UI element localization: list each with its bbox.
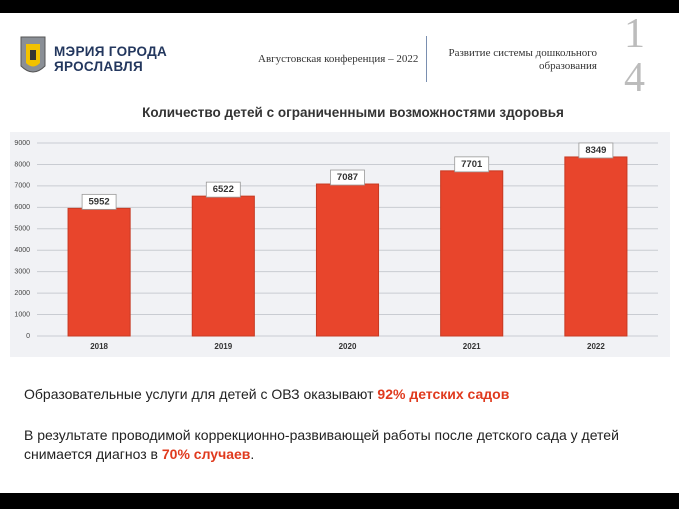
value-label: 7701 bbox=[461, 159, 483, 170]
bar bbox=[191, 195, 255, 337]
y-tick-label: 1000 bbox=[14, 311, 30, 318]
note-highlight: 70% случаев bbox=[161, 446, 251, 462]
y-tick-label: 9000 bbox=[14, 140, 30, 147]
y-tick-label: 0 bbox=[26, 333, 30, 340]
logo-emblem bbox=[20, 36, 46, 73]
bar bbox=[315, 183, 380, 337]
value-label-box bbox=[81, 193, 117, 210]
value-label-box bbox=[330, 169, 365, 186]
logo-line: МЭРИЯ ГОРОДА bbox=[54, 44, 168, 59]
y-tick-label: 6000 bbox=[14, 204, 30, 211]
value-label-box bbox=[205, 181, 241, 198]
y-tick-label: 8000 bbox=[14, 161, 30, 168]
logo-text: МЭРИЯ ГОРОДА ЯРОСЛАВЛЯ bbox=[54, 44, 167, 74]
chart: 0 1000 2000 3000 4000 5000 6000 7000 8000 9000 201… bbox=[10, 132, 670, 357]
y-tick-label: 4000 bbox=[14, 247, 30, 254]
note: В результате проводимой коррекционно-раз… bbox=[24, 426, 664, 464]
y-tick-label: 7000 bbox=[14, 183, 30, 190]
value-label: 7087 bbox=[337, 172, 358, 183]
y-tick-label: 2000 bbox=[14, 290, 30, 297]
x-tick-label: 2018 bbox=[90, 342, 108, 351]
bar bbox=[564, 156, 628, 337]
x-tick-label: 2020 bbox=[339, 342, 357, 351]
section: Развитие системы дошкольного образования bbox=[448, 47, 597, 72]
value-label-box bbox=[454, 156, 490, 173]
top-band bbox=[0, 0, 679, 13]
bottom-band bbox=[0, 493, 679, 509]
chart-title: Количество детей с ограниченными возможн… bbox=[142, 105, 564, 120]
x-tick-label: 2022 bbox=[587, 342, 605, 351]
y-tick-label: 5000 bbox=[14, 226, 30, 233]
divider bbox=[426, 36, 427, 82]
logo-line: ЯРОСЛАВЛЯ bbox=[54, 59, 143, 74]
value-label: 8349 bbox=[585, 145, 606, 156]
note: Образовательные услуги для детей с ОВЗ о… bbox=[24, 385, 664, 404]
note-text: . bbox=[250, 446, 255, 462]
x-tick-label: 2019 bbox=[214, 342, 232, 351]
conference: Августовская конференция – 2022 bbox=[258, 53, 419, 65]
bar bbox=[67, 207, 131, 337]
note-text: В результате проводимой коррекционно-раз… bbox=[24, 427, 619, 462]
value-label-box bbox=[578, 142, 614, 159]
x-tick-label: 2021 bbox=[463, 342, 481, 351]
y-tick-label: 3000 bbox=[14, 269, 30, 276]
value-label: 5952 bbox=[89, 196, 110, 207]
value-label: 6522 bbox=[213, 184, 234, 195]
note-text: Образовательные услуги для детей с ОВЗ о… bbox=[24, 386, 378, 402]
note-highlight: 92% детских садов bbox=[377, 386, 510, 402]
slide-number: 14 bbox=[624, 11, 645, 101]
bar bbox=[440, 170, 504, 337]
